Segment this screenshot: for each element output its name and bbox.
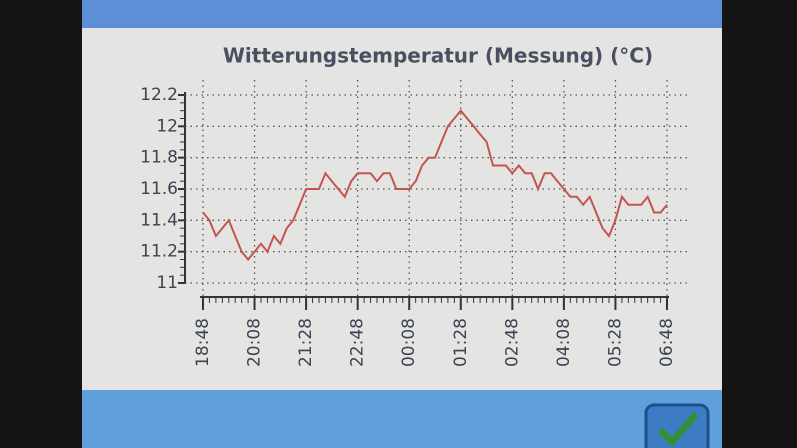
x-tick-label: 21:28 bbox=[296, 318, 316, 367]
x-tick-label: 02:48 bbox=[502, 318, 522, 367]
y-tick-label: 11 bbox=[156, 273, 178, 293]
x-tick-label: 18:48 bbox=[193, 318, 213, 367]
y-tick-label: 12 bbox=[156, 116, 178, 136]
y-tick-label: 11.4 bbox=[140, 210, 178, 230]
y-tick-label: 11.8 bbox=[140, 148, 178, 168]
x-tick-label: 05:28 bbox=[605, 318, 625, 367]
y-tick-label: 12.2 bbox=[140, 85, 178, 105]
x-tick-label: 22:48 bbox=[348, 318, 368, 367]
x-tick-label: 04:08 bbox=[554, 318, 574, 367]
chart-title: Witterungstemperatur (Messung) (°C) bbox=[223, 44, 653, 68]
x-tick-label: 00:08 bbox=[399, 318, 419, 367]
y-tick-label: 11.2 bbox=[140, 242, 178, 262]
x-tick-label: 06:48 bbox=[657, 318, 677, 367]
bottom-bar bbox=[82, 390, 722, 448]
x-tick-label: 20:08 bbox=[245, 318, 265, 367]
x-tick-label: 01:28 bbox=[451, 318, 471, 367]
y-tick-label: 11.6 bbox=[140, 179, 178, 199]
top-bar bbox=[82, 0, 722, 28]
temperature-line bbox=[202, 109, 668, 262]
confirm-button[interactable] bbox=[644, 403, 710, 448]
